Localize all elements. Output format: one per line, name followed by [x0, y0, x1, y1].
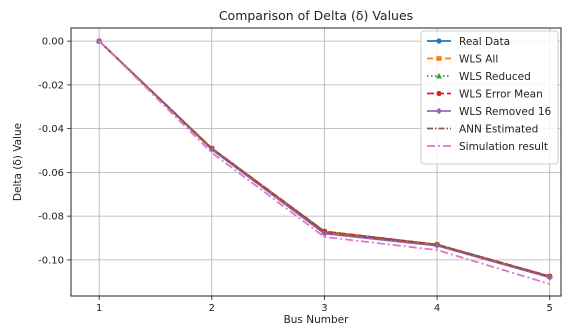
axis-ticks: 1 2 3 4 5 0.00 -0.02 -0.04 -0.06 -0.08 -0.10 [38, 37, 553, 314]
legend-item: WLS All [427, 53, 498, 65]
legend-marker [436, 73, 442, 79]
y-tick-label: -0.08 [38, 212, 64, 223]
legend-marker [436, 56, 442, 61]
y-tick-label: 0.00 [42, 37, 64, 48]
legend-label: ANN Estimated [459, 123, 538, 135]
y-tick-label: -0.04 [38, 124, 64, 135]
x-tick-label: 5 [547, 303, 553, 314]
x-tick-label: 4 [434, 303, 440, 314]
legend-marker [436, 90, 442, 97]
x-tick-label: 2 [209, 303, 215, 314]
y-tick-label: -0.06 [38, 168, 64, 179]
legend-box [420, 30, 559, 165]
y-axis-title: Delta (δ) Value [12, 123, 24, 201]
x-tick-label: 3 [321, 303, 327, 314]
legend-marker [436, 107, 442, 115]
legend-label: WLS Removed 16 [459, 106, 552, 118]
legend-item: WLS Error Mean [427, 88, 543, 100]
chart-title: Comparison of Delta (δ) Values [219, 8, 413, 23]
series-line [98, 40, 550, 278]
legend-item: Real Data [427, 36, 510, 48]
series-group [98, 40, 550, 285]
series-line [98, 40, 550, 285]
series-lines [96, 37, 553, 285]
plot-frame [70, 27, 562, 297]
legend-label: WLS Reduced [459, 71, 531, 83]
legend-items: Real Data WLS All WLS Reduced WLS Error Mea… [427, 36, 552, 153]
legend-item: Simulation result [427, 141, 548, 153]
legend: Real Data WLS All WLS Reduced WLS Error Mea… [420, 30, 559, 165]
legend-item: ANN Estimated [427, 123, 538, 135]
legend-label: Real Data [459, 36, 510, 48]
legend-item: WLS Removed 16 [427, 106, 552, 118]
legend-item: WLS Reduced [427, 71, 531, 83]
legend-label: Simulation result [459, 141, 548, 153]
y-tick-label: -0.10 [38, 255, 64, 266]
legend-label: WLS All [459, 53, 498, 65]
x-axis-title: Bus Number [284, 314, 350, 326]
legend-marker [436, 38, 442, 44]
y-tick-label: -0.02 [38, 80, 64, 91]
data-point [321, 230, 328, 237]
series-group [98, 40, 550, 278]
data-point [546, 274, 553, 281]
legend-label: WLS Error Mean [459, 88, 543, 100]
x-tick-label: 1 [96, 303, 102, 314]
